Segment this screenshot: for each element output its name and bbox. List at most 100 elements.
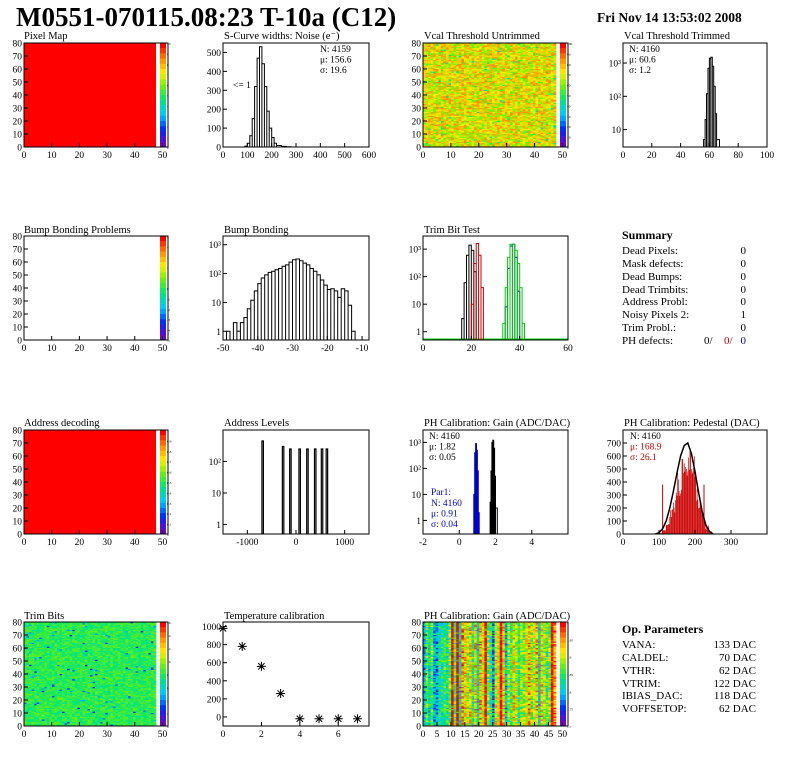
heatmap-cell (451, 67, 454, 70)
heatmap-cell (469, 93, 472, 96)
heatmap-cell (474, 67, 478, 70)
heatmap-cell (430, 127, 434, 130)
heatmap-cell (433, 128, 437, 131)
heatmap-cell (438, 46, 442, 49)
heatmap-cell (492, 119, 495, 122)
chart-title: Bump Bonding (224, 225, 289, 236)
heatmap-cell (463, 83, 467, 85)
heatmap-cell (433, 59, 437, 62)
heatmap-cell (451, 44, 454, 46)
heatmap-cell (440, 80, 444, 83)
heatmap-cell (438, 144, 442, 146)
heatmap-cell (497, 117, 501, 119)
heatmap-cell (440, 95, 444, 97)
heatmap-cell (476, 66, 480, 68)
heatmap-cell (425, 56, 429, 58)
palette-cell (160, 115, 166, 122)
heatmap-cell (458, 65, 462, 67)
heatmap-cell (486, 106, 490, 109)
stats-line: σ: 26.1 (630, 453, 657, 463)
heatmap-cell (476, 67, 480, 70)
heatmap-cell (448, 58, 452, 61)
heatmap-cell (492, 144, 495, 146)
heatmap-cell (451, 126, 454, 128)
heatmap-cell (492, 126, 495, 128)
heatmap-cell (453, 121, 457, 123)
heatmap-cell (479, 57, 483, 59)
heatmap-cell (448, 53, 452, 55)
heatmap-cell (474, 134, 478, 136)
heatmap-cell (486, 111, 490, 114)
heatmap-cell (453, 126, 457, 128)
heatmap-cell (443, 82, 447, 84)
heatmap-cell (469, 115, 472, 118)
heatmap-cell (492, 49, 495, 52)
heatmap-cell (492, 65, 495, 67)
heatmap-cell (484, 83, 488, 85)
heatmap-cell (425, 134, 429, 136)
heatmap-cell (458, 71, 462, 74)
heatmap-cell (484, 119, 488, 122)
heatmap-cell (438, 79, 442, 81)
heatmap-cell (440, 100, 444, 102)
heatmap-cell (443, 97, 447, 100)
heatmap-cell (430, 102, 434, 105)
heatmap-cell (497, 115, 501, 118)
heatmap-cell (484, 52, 488, 54)
heatmap-cell (486, 66, 490, 68)
heatmap-cell (461, 132, 465, 135)
heatmap-cell (433, 63, 437, 66)
heatmap-cell (448, 54, 452, 57)
heatmap-cell (474, 46, 478, 49)
heatmap-cell (461, 118, 465, 120)
heatmap-cell (430, 88, 434, 91)
heatmap-cell (474, 144, 478, 146)
heatmap-cell (453, 97, 457, 100)
heatmap-cell (425, 71, 429, 74)
heatmap-cell (469, 144, 472, 146)
heatmap-cell (469, 92, 472, 94)
heatmap-cell (497, 44, 501, 46)
palette-cell (160, 319, 166, 325)
heatmap-cell (471, 101, 475, 104)
heatmap-cell (479, 78, 483, 80)
heatmap-cell (479, 46, 483, 49)
heatmap-cell (461, 104, 465, 106)
heatmap-cell (435, 135, 439, 137)
heatmap-cell (471, 108, 475, 110)
heatmap-cell (466, 44, 470, 46)
heatmap-cell (423, 57, 426, 59)
heatmap-cell (430, 100, 434, 102)
heatmap-cell (471, 76, 475, 79)
heatmap-cell (425, 95, 429, 97)
heatmap-cell (440, 144, 444, 146)
heatmap-cell (461, 134, 465, 136)
palette-label: 10 (167, 42, 171, 46)
heatmap-cell (430, 48, 434, 50)
heatmap-cell (489, 48, 493, 50)
heatmap-cell (456, 110, 460, 113)
heatmap-cell (466, 96, 470, 98)
heatmap-cell (435, 126, 439, 128)
heatmap-cell (428, 85, 431, 88)
heatmap-cell (486, 65, 490, 67)
heatmap-cell (474, 111, 478, 114)
heatmap-cell (433, 52, 437, 54)
heatmap-cell (479, 121, 483, 123)
timestamp: Fri Nov 14 13:53:02 2008 (597, 10, 742, 25)
heatmap-cell (484, 56, 488, 58)
heatmap-cell (446, 89, 449, 92)
y-tick-label: 10² (609, 93, 622, 103)
heatmap-cell (458, 66, 462, 68)
heatmap-cell (453, 61, 457, 63)
heatmap-cell (497, 53, 501, 55)
heatmap-cell (492, 114, 495, 117)
heatmap-cell (425, 143, 429, 145)
heatmap-cell (458, 52, 462, 54)
heatmap-cell (435, 143, 439, 145)
heatmap-cell (494, 130, 498, 132)
heatmap-cell (466, 58, 470, 61)
heatmap-cell (443, 131, 447, 133)
heatmap-cell (443, 132, 447, 135)
